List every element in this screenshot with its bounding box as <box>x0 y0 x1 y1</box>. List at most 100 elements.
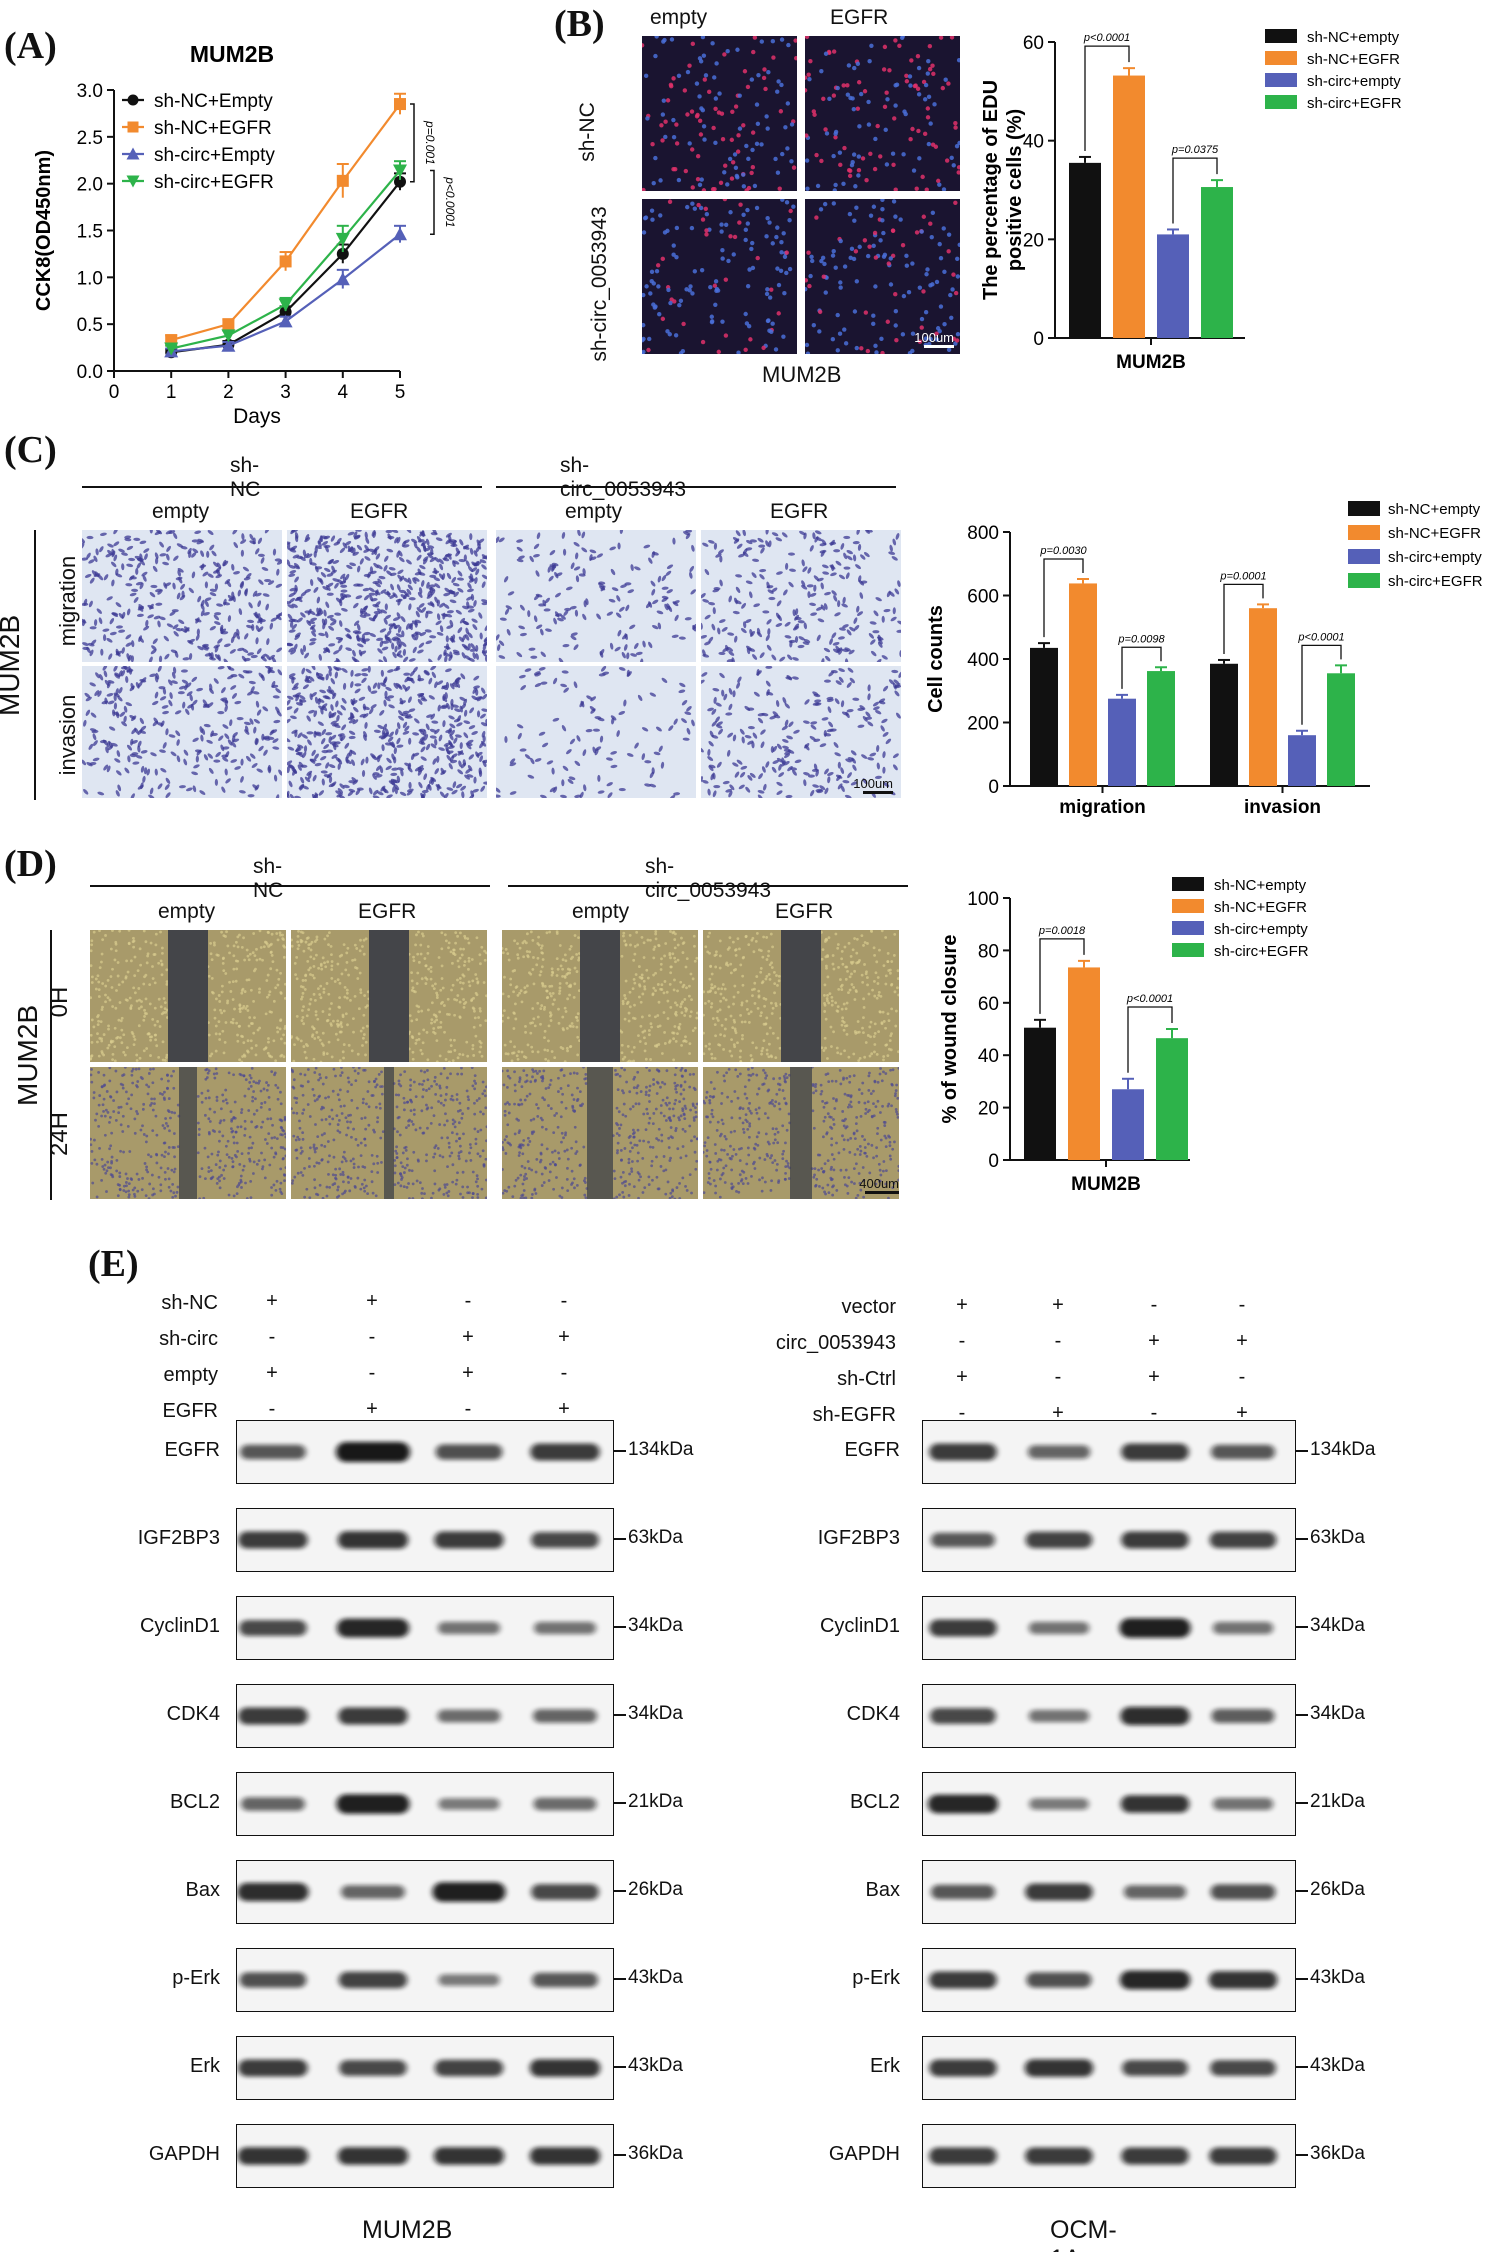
cell-nucleus <box>884 90 889 95</box>
cell <box>781 760 786 767</box>
cell <box>350 681 354 689</box>
cell-nucleus <box>809 254 814 260</box>
cell <box>119 1019 123 1023</box>
cell <box>887 1019 891 1022</box>
cell <box>255 1109 259 1112</box>
cell <box>621 999 625 1003</box>
cell <box>162 561 169 566</box>
cell <box>732 690 736 698</box>
legend-swatch <box>1348 501 1380 516</box>
edu-micrograph <box>805 199 960 354</box>
cell <box>666 589 673 594</box>
cell <box>589 705 596 712</box>
cell <box>209 625 216 631</box>
cell-nucleus <box>872 230 878 236</box>
cell <box>339 595 346 601</box>
cell <box>330 968 334 971</box>
cell <box>469 533 473 541</box>
cell <box>121 980 125 984</box>
cell <box>214 1049 218 1053</box>
cell <box>361 668 369 672</box>
cell <box>623 644 628 651</box>
cell <box>222 1177 226 1180</box>
cell <box>845 1032 849 1036</box>
cell <box>565 586 573 591</box>
cell-nucleus <box>776 79 781 84</box>
cell <box>725 712 733 716</box>
cell <box>468 984 472 988</box>
cell <box>592 728 600 732</box>
cell <box>396 584 401 591</box>
cell <box>123 715 127 723</box>
cell <box>633 945 637 948</box>
cell <box>476 710 481 718</box>
bar <box>1201 187 1233 338</box>
cell <box>759 574 765 580</box>
cell <box>673 938 677 941</box>
cell <box>159 696 167 701</box>
cell <box>239 1073 243 1077</box>
cell <box>882 766 886 774</box>
cell <box>736 937 740 941</box>
cell-nucleus <box>819 158 824 164</box>
panel-letter-e: (E) <box>88 1243 139 1285</box>
cell <box>404 714 412 719</box>
cell <box>115 602 122 608</box>
cell <box>295 751 303 756</box>
cell <box>502 1009 506 1013</box>
cell <box>762 935 766 939</box>
cell-nucleus <box>666 287 671 293</box>
cell <box>440 931 444 935</box>
cell-nucleus <box>778 268 784 273</box>
cell <box>151 977 155 980</box>
cell <box>116 770 122 776</box>
cell <box>243 576 251 581</box>
cell <box>314 1010 318 1014</box>
cell <box>337 733 345 737</box>
cell-nucleus <box>671 76 676 81</box>
cell-nucleus <box>784 250 789 255</box>
cell <box>727 1005 731 1009</box>
cell <box>321 618 326 626</box>
cell-nucleus <box>770 241 775 246</box>
cell <box>627 1011 631 1015</box>
cell <box>90 996 93 1000</box>
cell <box>849 626 856 632</box>
cell <box>167 1097 171 1100</box>
cell-nucleus <box>713 140 718 146</box>
cell <box>569 957 573 961</box>
cell-nucleus <box>817 309 823 315</box>
cell <box>826 975 830 979</box>
cell <box>542 1007 546 1011</box>
cell <box>191 676 198 682</box>
cell-nucleus <box>748 337 753 342</box>
cell <box>240 1034 243 1038</box>
cell <box>296 596 303 601</box>
cell <box>102 628 110 632</box>
cell <box>379 682 387 687</box>
cell <box>361 1036 365 1040</box>
cell <box>673 956 677 960</box>
cell <box>794 759 802 764</box>
cell-nucleus <box>805 342 810 348</box>
cell-nucleus <box>916 92 922 97</box>
cell <box>333 741 341 745</box>
cell <box>897 580 901 588</box>
cell <box>136 969 140 973</box>
cell <box>330 734 337 740</box>
cell <box>525 950 529 953</box>
cell <box>321 703 328 709</box>
cell <box>321 738 326 745</box>
cell <box>448 654 453 662</box>
cell <box>287 746 295 751</box>
cell <box>727 646 734 652</box>
cell <box>324 631 329 639</box>
cell-nucleus <box>885 97 890 102</box>
cell <box>550 564 555 572</box>
cell <box>872 946 876 950</box>
legend-entry: sh-NC+empty <box>1388 501 1481 518</box>
wound-cells <box>703 930 899 1062</box>
cell <box>143 1008 146 1012</box>
cell <box>669 930 672 933</box>
